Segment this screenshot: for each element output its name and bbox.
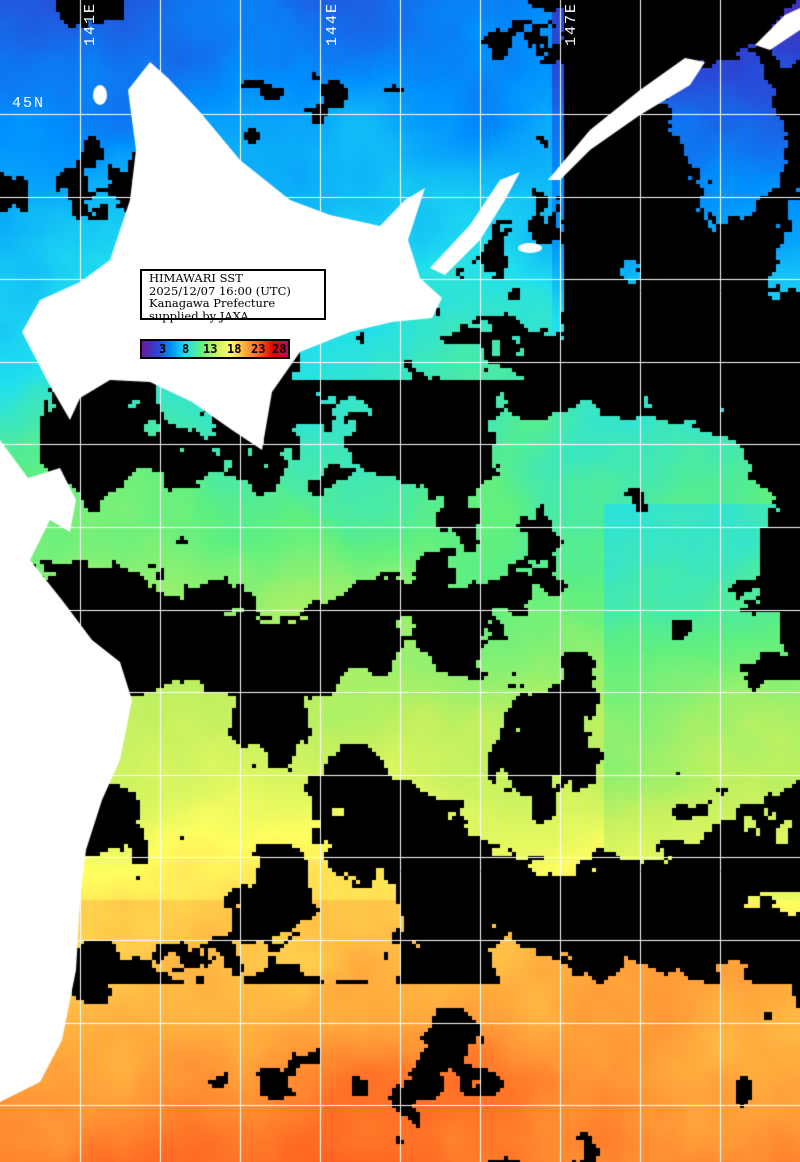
colorbar-tick: 3 — [159, 342, 167, 356]
colorbar-tick: 23 — [251, 342, 266, 356]
datetime: 2025/12/07 16:00 (UTC) — [149, 283, 291, 298]
longitude-label-141e: 141E — [82, 2, 99, 47]
longitude-label-147e: 147E — [563, 2, 580, 47]
organization: Kanagawa Prefecture — [149, 296, 276, 310]
longitude-label-144e: 144E — [324, 2, 341, 47]
colorbar-tick: 13 — [203, 342, 218, 356]
credit: supplied by JAXA — [149, 308, 249, 323]
colorbar-tick: 18 — [227, 342, 242, 356]
colorbar-tick: 28 — [272, 342, 287, 356]
title: HIMAWARI SST — [149, 271, 243, 285]
colorbar: 3 8 13 18 23 28 — [140, 339, 290, 359]
colorbar-tick: 8 — [182, 342, 190, 356]
latitude-label-45n: 45N — [12, 95, 46, 112]
info-box: HIMAWARI SST 2025/12/07 16:00 (UTC) Kana… — [140, 269, 326, 323]
